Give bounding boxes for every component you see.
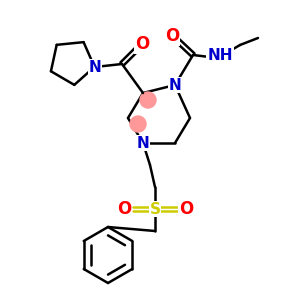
Text: O: O bbox=[179, 200, 193, 218]
Text: O: O bbox=[165, 27, 179, 45]
Text: N: N bbox=[169, 77, 182, 92]
Text: N: N bbox=[88, 59, 101, 74]
Text: O: O bbox=[117, 200, 131, 218]
Circle shape bbox=[130, 116, 146, 132]
Circle shape bbox=[140, 92, 156, 108]
Text: S: S bbox=[149, 202, 161, 217]
Text: NH: NH bbox=[207, 47, 233, 62]
Text: O: O bbox=[135, 35, 149, 53]
Text: N: N bbox=[136, 136, 149, 151]
